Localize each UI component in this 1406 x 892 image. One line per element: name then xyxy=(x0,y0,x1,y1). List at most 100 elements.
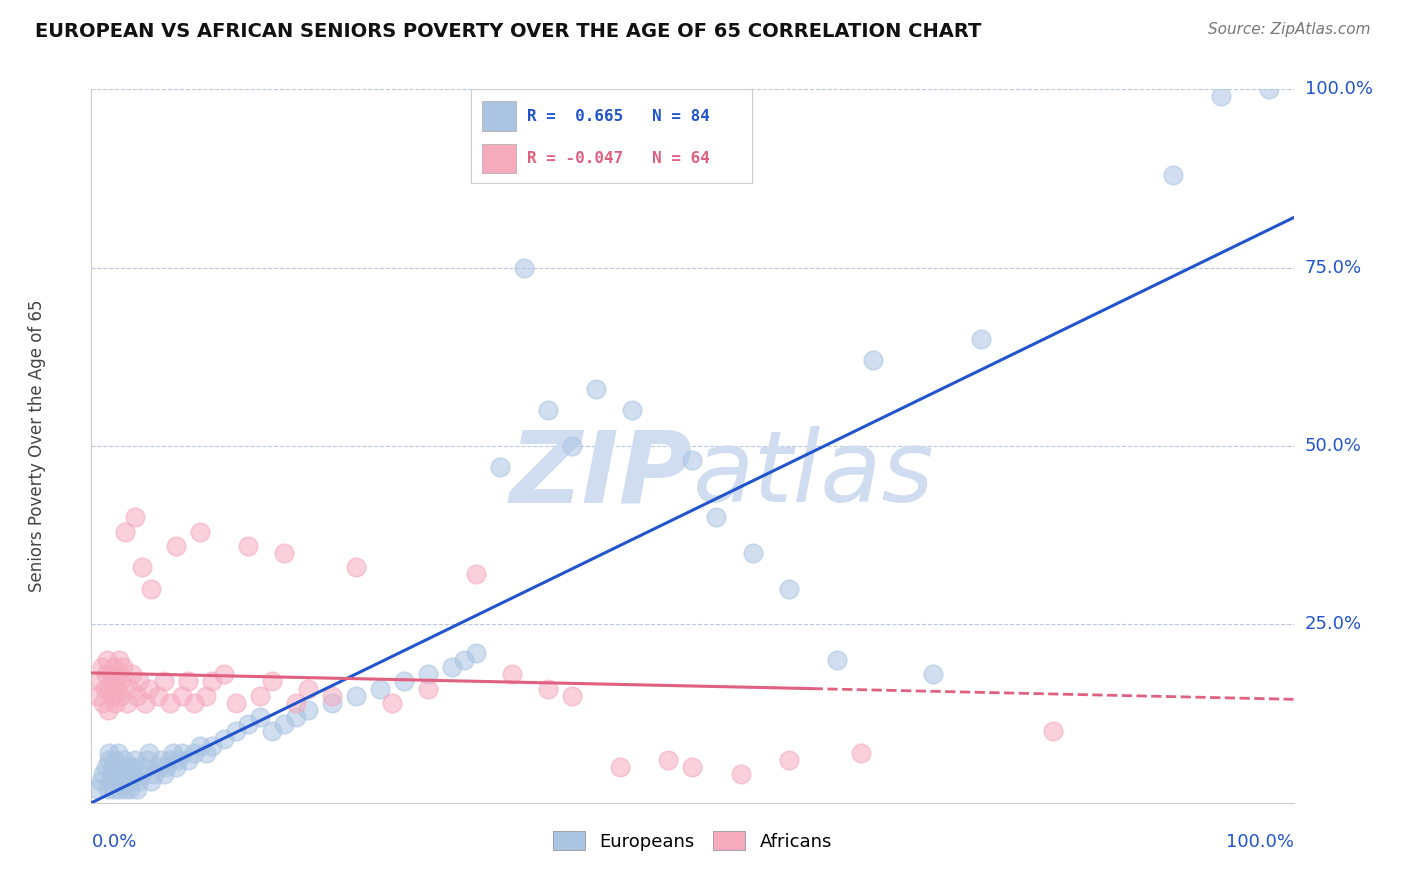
Text: EUROPEAN VS AFRICAN SENIORS POVERTY OVER THE AGE OF 65 CORRELATION CHART: EUROPEAN VS AFRICAN SENIORS POVERTY OVER… xyxy=(35,22,981,41)
Point xyxy=(170,689,193,703)
Point xyxy=(188,739,211,753)
Point xyxy=(118,781,141,796)
Point xyxy=(368,681,391,696)
Text: 0.0%: 0.0% xyxy=(91,833,136,851)
Point xyxy=(104,753,127,767)
Point xyxy=(970,332,993,346)
Point xyxy=(107,746,129,760)
Point xyxy=(465,646,488,660)
Point xyxy=(97,703,120,717)
Point xyxy=(236,539,259,553)
Point xyxy=(440,660,463,674)
Point xyxy=(159,753,181,767)
Point xyxy=(128,774,150,789)
Point xyxy=(741,546,763,560)
Point xyxy=(98,681,121,696)
Point xyxy=(111,660,134,674)
Point xyxy=(93,696,115,710)
Point xyxy=(110,674,132,689)
Point xyxy=(681,453,703,467)
Point xyxy=(159,696,181,710)
Point xyxy=(138,746,160,760)
Point xyxy=(117,696,139,710)
Point xyxy=(188,524,211,539)
Point xyxy=(91,660,114,674)
Text: 75.0%: 75.0% xyxy=(1305,259,1362,277)
Point xyxy=(609,760,631,774)
Point xyxy=(778,582,800,596)
Point xyxy=(273,546,295,560)
Point xyxy=(681,760,703,774)
Point xyxy=(90,774,112,789)
Point xyxy=(176,753,198,767)
Point xyxy=(115,774,138,789)
Text: 100.0%: 100.0% xyxy=(1305,80,1372,98)
Point xyxy=(111,760,134,774)
Point xyxy=(100,774,122,789)
Point xyxy=(120,774,142,789)
Point xyxy=(100,667,122,681)
Point xyxy=(236,717,259,731)
Point xyxy=(114,781,136,796)
Point xyxy=(284,696,307,710)
Point xyxy=(152,767,174,781)
Point xyxy=(93,681,115,696)
Point xyxy=(134,760,156,774)
Point xyxy=(165,539,187,553)
FancyBboxPatch shape xyxy=(482,144,516,173)
Point xyxy=(1211,89,1233,103)
Point xyxy=(89,674,111,689)
Point xyxy=(537,681,560,696)
Text: Source: ZipAtlas.com: Source: ZipAtlas.com xyxy=(1208,22,1371,37)
Point xyxy=(585,382,607,396)
Point xyxy=(107,667,129,681)
Point xyxy=(194,746,217,760)
Point xyxy=(110,774,132,789)
Point xyxy=(1258,82,1281,96)
Point xyxy=(862,353,884,368)
Point xyxy=(103,781,125,796)
Point xyxy=(778,753,800,767)
Point xyxy=(141,774,163,789)
Point xyxy=(152,674,174,689)
Point xyxy=(103,660,125,674)
Point xyxy=(104,774,127,789)
Text: atlas: atlas xyxy=(692,426,934,523)
Point xyxy=(94,667,117,681)
Point xyxy=(706,510,728,524)
Point xyxy=(131,560,153,574)
Point xyxy=(86,689,108,703)
Point xyxy=(344,560,367,574)
Point xyxy=(86,781,108,796)
Point xyxy=(212,731,235,746)
Point xyxy=(125,689,148,703)
Point xyxy=(657,753,679,767)
Point xyxy=(98,753,121,767)
Point xyxy=(297,681,319,696)
Point xyxy=(105,767,128,781)
Point xyxy=(110,767,132,781)
Point xyxy=(131,767,153,781)
Point xyxy=(621,403,644,417)
Point xyxy=(501,667,523,681)
Point xyxy=(101,689,124,703)
Point xyxy=(112,753,135,767)
Point xyxy=(453,653,475,667)
Point xyxy=(162,746,184,760)
Point xyxy=(101,760,124,774)
Point xyxy=(922,667,945,681)
Point xyxy=(225,696,247,710)
Point xyxy=(105,681,128,696)
Point xyxy=(297,703,319,717)
Point xyxy=(849,746,872,760)
Point xyxy=(114,524,136,539)
Point xyxy=(118,681,141,696)
Point xyxy=(122,760,145,774)
Point xyxy=(176,674,198,689)
Point xyxy=(124,510,146,524)
Point xyxy=(194,689,217,703)
Point xyxy=(125,781,148,796)
Point xyxy=(489,460,512,475)
Point xyxy=(118,760,141,774)
Point xyxy=(124,753,146,767)
